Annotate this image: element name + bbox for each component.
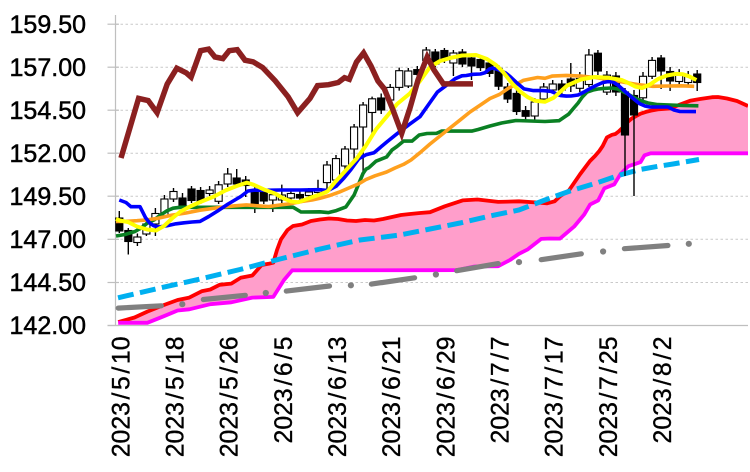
- svg-text:152.00: 152.00: [10, 140, 86, 168]
- svg-text:2023/7/7: 2023/7/7: [488, 337, 515, 444]
- svg-text:2023/7/17: 2023/7/17: [542, 337, 569, 458]
- svg-text:2023/6/29: 2023/6/29: [433, 337, 460, 458]
- svg-text:2023/6/5: 2023/6/5: [271, 337, 298, 444]
- svg-text:157.00: 157.00: [10, 54, 86, 82]
- svg-text:2023/6/13: 2023/6/13: [325, 337, 352, 458]
- svg-text:142.00: 142.00: [10, 312, 86, 340]
- svg-text:149.50: 149.50: [10, 183, 86, 211]
- svg-text:144.50: 144.50: [10, 269, 86, 297]
- svg-text:2023/6/21: 2023/6/21: [379, 337, 406, 458]
- svg-text:2023/5/10: 2023/5/10: [108, 337, 135, 458]
- svg-text:159.50: 159.50: [10, 11, 86, 39]
- svg-text:2023/5/18: 2023/5/18: [163, 337, 190, 458]
- svg-text:2023/7/25: 2023/7/25: [596, 337, 623, 458]
- svg-text:2023/8/2: 2023/8/2: [650, 337, 677, 444]
- svg-text:2023/5/26: 2023/5/26: [217, 337, 244, 458]
- svg-text:154.50: 154.50: [10, 97, 86, 125]
- svg-text:147.00: 147.00: [10, 226, 86, 254]
